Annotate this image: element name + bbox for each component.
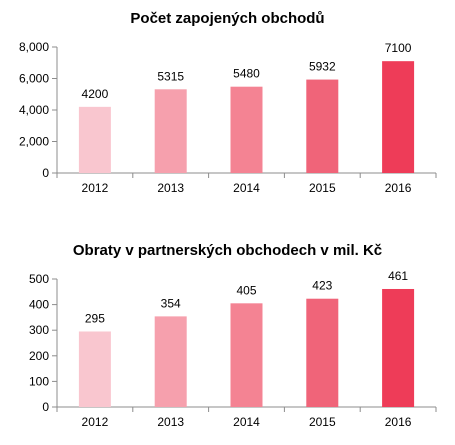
y-tick-label: 300	[29, 323, 49, 337]
x-tick-label: 2013	[157, 415, 184, 429]
data-label: 5315	[157, 69, 184, 83]
y-tick-label: 400	[29, 298, 49, 312]
chart-title: Počet zapojených obchodů	[130, 10, 325, 27]
x-tick-label: 2012	[82, 181, 109, 195]
bar	[306, 298, 339, 407]
y-tick-label: 6,000	[19, 72, 49, 86]
x-tick-label: 2015	[309, 415, 336, 429]
x-tick-label: 2016	[385, 181, 412, 195]
bar	[78, 106, 111, 173]
data-label: 5932	[309, 60, 336, 74]
data-label: 295	[85, 311, 105, 325]
bar	[382, 288, 415, 407]
y-tick-label: 200	[29, 349, 49, 363]
bar	[230, 86, 263, 173]
bar	[154, 316, 187, 407]
data-label: 7100	[385, 41, 412, 55]
x-tick-label: 2014	[233, 415, 260, 429]
bar	[382, 61, 415, 173]
chart-title: Obraty v partnerských obchodech v mil. K…	[72, 242, 383, 259]
y-tick-label: 500	[29, 272, 49, 286]
chart-plot-stores: 0 2,000 4,000 6,000 8,000 4200 2012 5315 2013 548…	[19, 40, 437, 195]
x-tick-label: 2013	[157, 181, 184, 195]
bar	[78, 331, 111, 407]
x-tick-label: 2014	[233, 181, 260, 195]
x-tick-label: 2012	[82, 415, 109, 429]
chart-stores-count: Počet zapojených obchodů 0 2,000 4,000 6,00…	[0, 0, 455, 205]
y-tick-label: 8,000	[19, 40, 49, 54]
chart-plot-turnover: 0 100 200 300 400 500 295 2012 354 2013 405 2014 423…	[29, 269, 437, 429]
x-tick-label: 2016	[385, 415, 412, 429]
y-tick-label: 0	[42, 166, 49, 180]
data-label: 5480	[233, 67, 260, 81]
bar	[154, 89, 187, 173]
y-tick-label: 0	[42, 400, 49, 414]
y-tick-label: 4,000	[19, 103, 49, 117]
x-tick-label: 2015	[309, 181, 336, 195]
data-label: 461	[388, 269, 408, 283]
bar	[230, 303, 263, 407]
y-tick-label: 100	[29, 374, 49, 388]
data-label: 4200	[82, 87, 109, 101]
data-label: 405	[236, 283, 256, 297]
data-label: 423	[312, 279, 332, 293]
bar	[306, 79, 339, 173]
chart-turnover: Obraty v partnerských obchodech v mil. K…	[0, 230, 455, 445]
data-label: 354	[161, 296, 181, 310]
y-tick-label: 2,000	[19, 135, 49, 149]
